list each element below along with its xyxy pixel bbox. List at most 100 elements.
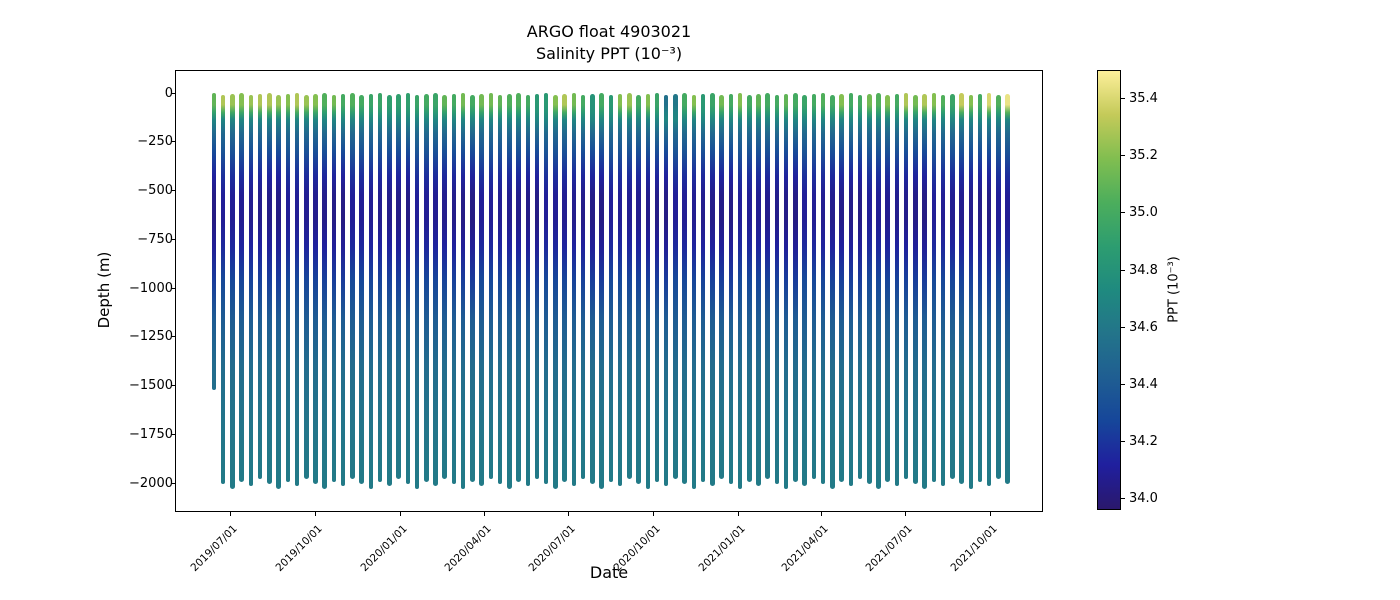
colorbar-tick-mark (1121, 98, 1125, 100)
colorbar-tick-mark (1121, 269, 1125, 271)
profile-strip (756, 93, 761, 487)
profile-strip (940, 95, 946, 487)
colorbar-tick-mark (1121, 383, 1125, 385)
x-tick-mark (904, 512, 906, 516)
profile-strip (340, 93, 346, 487)
x-tick-mark (737, 512, 739, 516)
profile-strip (599, 92, 604, 489)
profile-strip (571, 92, 577, 487)
profile-strip (285, 93, 291, 482)
y-tick-label: 0 (164, 85, 173, 101)
y-tick-mark (171, 433, 175, 435)
x-tick-mark (314, 512, 316, 516)
profile-strip (931, 92, 937, 482)
profile-strip (913, 95, 918, 485)
profile-strip (211, 92, 217, 391)
profile-strip (267, 92, 272, 485)
profile-strip (793, 92, 798, 482)
chart-title: ARGO float 4903021 Salinity PPT (10⁻³) (175, 21, 1043, 65)
profile-strip (691, 95, 697, 489)
x-tick-mark (230, 512, 232, 516)
profile-strip (368, 93, 374, 489)
colorbar-tick-label: 34.0 (1129, 491, 1158, 507)
chart-title-line1: ARGO float 4903021 (526, 22, 692, 41)
profile-strip (451, 93, 457, 485)
colorbar-tick-label: 34.2 (1129, 433, 1158, 449)
colorbar-tick-label: 34.4 (1129, 376, 1158, 392)
profile-strip (839, 93, 844, 482)
profile-strip (682, 92, 687, 485)
profile-strip (848, 92, 854, 487)
x-tick-mark (399, 512, 401, 516)
profile-strip (387, 95, 392, 487)
profile-strip (543, 92, 549, 485)
x-tick-mark (989, 512, 991, 516)
y-tick-label: −1500 (129, 378, 173, 393)
y-tick-label: −500 (137, 183, 173, 198)
y-tick-mark (171, 482, 175, 484)
profile-strip (257, 93, 263, 480)
colorbar-tick-mark (1121, 440, 1125, 442)
profile-strip (414, 95, 420, 489)
profile-strip (830, 95, 835, 489)
profile-strip (922, 93, 927, 489)
colorbar-tick-label: 34.6 (1129, 319, 1158, 335)
x-tick-mark (483, 512, 485, 516)
profile-strip (719, 95, 724, 480)
profile-strip (627, 92, 632, 480)
profile-strip (765, 92, 770, 480)
profile-strip (488, 92, 494, 480)
profile-strip (673, 93, 678, 480)
profile-strip (977, 93, 983, 482)
profile-strip (359, 95, 364, 485)
profile-strip (433, 92, 438, 487)
profile-strip (580, 95, 586, 480)
profile-strip (996, 95, 1001, 480)
profile-strip (700, 93, 706, 482)
profile-strip (728, 93, 734, 485)
profile-strip (617, 93, 623, 487)
y-tick-mark (171, 385, 175, 386)
y-tick-label: −1250 (129, 329, 173, 345)
profile-strip (968, 95, 974, 489)
y-tick-mark (171, 190, 175, 191)
profile-strip (857, 95, 863, 480)
x-axis-label: Date (589, 563, 629, 582)
colorbar-tick-label: 34.8 (1129, 262, 1158, 278)
profile-strip (553, 95, 558, 489)
profile-strip (460, 92, 466, 489)
y-tick-label: −250 (137, 134, 173, 150)
profile-strip (654, 92, 660, 482)
profile-strip (220, 95, 226, 485)
profile-strip (230, 93, 235, 489)
profile-strip (525, 95, 531, 487)
profile-strip (331, 95, 337, 482)
profile-strip (377, 92, 383, 482)
x-tick-mark (652, 512, 654, 516)
x-tick-mark (820, 512, 822, 516)
profile-strip (562, 93, 567, 482)
profile-strip (350, 92, 355, 480)
y-tick-label: −750 (137, 231, 173, 247)
plot-area (175, 70, 1043, 512)
chart-title-line2: Salinity PPT (10⁻³) (535, 44, 683, 63)
profile-strip (507, 93, 512, 489)
colorbar-tick-mark (1121, 212, 1125, 214)
profile-strip (534, 93, 540, 480)
profile-strip (590, 93, 595, 485)
profile-strip (239, 92, 244, 482)
profile-strip (313, 93, 318, 485)
profile-strip (396, 93, 401, 480)
y-tick-mark (171, 141, 175, 143)
y-tick-label: −1000 (129, 280, 173, 296)
profile-strip (442, 95, 447, 480)
profile-strip (304, 95, 309, 480)
y-tick-label: −2000 (129, 475, 173, 491)
colorbar-tick-mark (1121, 155, 1125, 157)
profile-strip (276, 95, 281, 489)
colorbar-tick-mark (1121, 498, 1125, 500)
profile-strip (663, 95, 669, 487)
profile-strip (710, 92, 715, 487)
y-tick-label: −1750 (129, 426, 173, 442)
